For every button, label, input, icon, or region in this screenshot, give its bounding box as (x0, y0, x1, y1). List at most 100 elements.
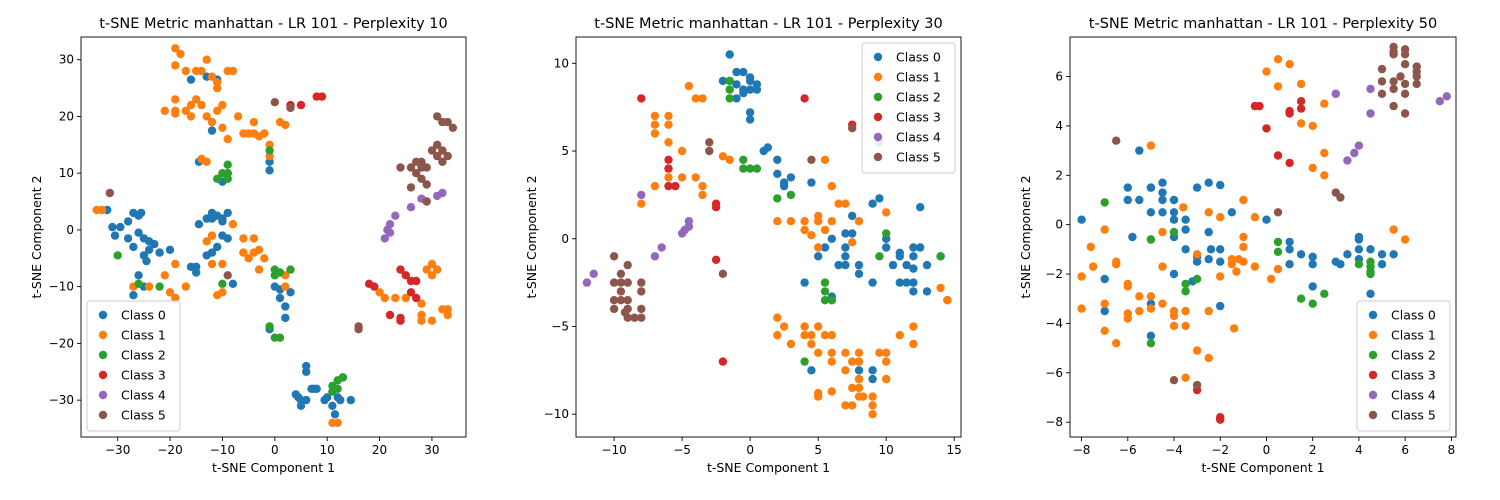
legend-marker (1368, 330, 1378, 340)
data-point (827, 348, 836, 357)
series-class-4 (1331, 84, 1452, 165)
data-point (800, 322, 809, 331)
data-point (814, 243, 823, 252)
legend-entry: Class 1 (121, 328, 166, 343)
data-point (207, 231, 217, 240)
data-point (249, 234, 259, 243)
y-tick-label: 30 (59, 53, 74, 67)
data-point (1192, 346, 1202, 355)
series-class-2 (1100, 198, 1375, 348)
data-point (275, 333, 285, 342)
x-tick-label: −5 (673, 443, 691, 457)
data-point (841, 199, 850, 208)
data-point (691, 94, 700, 103)
data-point (875, 194, 884, 203)
data-point (664, 164, 673, 173)
data-point (779, 322, 789, 331)
data-point (820, 225, 830, 235)
data-point (800, 225, 809, 235)
data-point (848, 211, 857, 221)
legend-entry: Class 1 (896, 70, 941, 85)
data-point (909, 252, 918, 261)
data-point (213, 106, 222, 116)
data-point (827, 296, 836, 305)
data-point (417, 299, 426, 308)
data-point (664, 173, 673, 182)
data-point (1400, 235, 1410, 244)
data-point (1389, 77, 1398, 86)
data-point (725, 155, 734, 164)
y-tick-label: 0 (1055, 218, 1063, 232)
data-point (1169, 208, 1179, 217)
data-point (725, 50, 734, 59)
data-point (841, 401, 850, 410)
data-point (650, 111, 660, 121)
data-point (116, 222, 125, 232)
data-point (194, 220, 204, 229)
x-tick-label: −10 (210, 443, 235, 457)
data-point (589, 269, 598, 278)
legend-entry: Class 4 (896, 130, 941, 145)
data-point (186, 112, 196, 121)
data-point (854, 374, 864, 384)
y-tick-label: 0 (66, 223, 74, 237)
data-point (732, 67, 741, 77)
data-point (902, 260, 911, 270)
data-point (1250, 213, 1260, 222)
data-point (664, 138, 673, 147)
data-point (1412, 79, 1421, 89)
data-point (623, 260, 632, 270)
data-point (1112, 260, 1121, 269)
data-point (1389, 47, 1398, 56)
data-point (223, 174, 232, 183)
data-point (807, 155, 816, 164)
data-point (113, 251, 122, 260)
data-point (197, 100, 206, 110)
data-point (820, 243, 830, 252)
data-point (1181, 321, 1190, 331)
data-point (406, 163, 416, 172)
y-tick-label: −10 (544, 407, 569, 421)
data-point (1442, 92, 1452, 101)
x-tick-label: 0 (1263, 443, 1271, 457)
legend-marker (98, 350, 108, 360)
data-point (281, 302, 290, 311)
data-point (1377, 250, 1387, 259)
data-point (1285, 260, 1294, 269)
data-point (1112, 136, 1121, 145)
data-point (1169, 321, 1179, 331)
data-point (1146, 304, 1156, 313)
data-point (848, 124, 857, 133)
data-point (1181, 287, 1190, 296)
data-point (1266, 274, 1276, 284)
data-point (1206, 245, 1216, 254)
data-point (773, 194, 782, 203)
legend-entry: Class 3 (1391, 368, 1436, 383)
data-point (786, 190, 796, 200)
data-point (807, 178, 816, 187)
data-point (171, 95, 180, 104)
data-point (207, 117, 217, 127)
data-point (171, 109, 180, 118)
data-point (1100, 306, 1109, 316)
data-point (223, 208, 232, 218)
data-point (827, 234, 836, 243)
data-point (623, 278, 632, 287)
data-point (186, 100, 196, 110)
data-point (1135, 292, 1144, 301)
x-tick-label: −6 (1119, 443, 1137, 457)
data-point (385, 228, 395, 237)
data-point (422, 163, 431, 172)
data-point (677, 146, 687, 156)
data-point (1285, 106, 1294, 116)
data-point (1296, 97, 1306, 106)
data-point (265, 166, 274, 175)
data-point (1400, 59, 1410, 69)
data-point (1400, 109, 1410, 118)
data-point (1389, 84, 1398, 94)
data-point (909, 264, 918, 273)
data-point (401, 293, 410, 303)
data-point (438, 188, 447, 198)
data-point (260, 254, 269, 263)
data-point (1354, 260, 1364, 269)
